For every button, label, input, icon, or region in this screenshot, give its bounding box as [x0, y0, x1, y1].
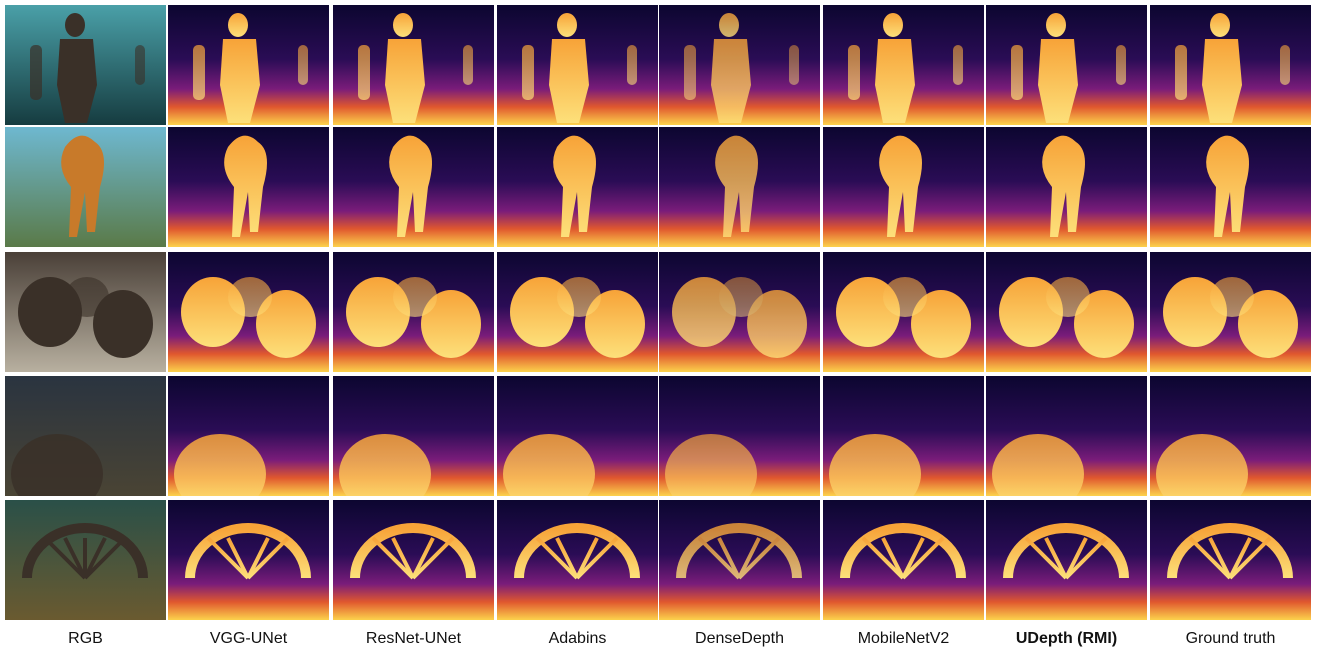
image-cell — [986, 500, 1147, 620]
shape — [358, 45, 370, 100]
image-cell — [1150, 376, 1311, 514]
image-cell — [5, 252, 166, 372]
image-cell — [333, 127, 494, 247]
image-cell — [1150, 252, 1311, 372]
shape — [557, 277, 601, 317]
column-label: UDepth (RMI) — [1016, 630, 1117, 647]
shape — [193, 45, 205, 100]
shape — [463, 45, 473, 85]
column-label: Ground truth — [1186, 630, 1276, 647]
image-cell — [1150, 127, 1311, 247]
shape — [393, 13, 413, 37]
image-cell — [659, 5, 820, 125]
shape — [1210, 277, 1254, 317]
shape — [719, 277, 763, 317]
image-cell — [497, 252, 658, 372]
image-cell — [986, 5, 1147, 125]
shape — [30, 45, 42, 100]
shape — [557, 13, 577, 37]
image-cell — [659, 376, 820, 514]
shape — [65, 277, 109, 317]
figure: RGB VGG-UNet ResNet-UNet Adabins DenseDepth M… — [0, 0, 1317, 650]
image-cell — [168, 127, 329, 247]
shape — [1175, 45, 1187, 100]
shape — [627, 45, 637, 85]
image-cell — [168, 500, 329, 620]
column-label: ResNet-UNet — [366, 630, 462, 647]
shape — [1011, 45, 1023, 100]
image-cell — [823, 5, 984, 125]
shape — [1210, 13, 1230, 37]
image-cell — [5, 376, 166, 514]
image-cell — [659, 127, 820, 247]
image-cell — [168, 376, 329, 514]
shape — [953, 45, 963, 85]
shape — [298, 45, 308, 85]
image-cell — [497, 500, 658, 620]
shape — [1046, 13, 1066, 37]
image-cell — [823, 376, 984, 514]
page: {"figure": {"columns": ["RGB", "VGG-UNet… — [0, 0, 1317, 650]
shape — [1280, 45, 1290, 85]
image-cell — [823, 127, 984, 247]
image-cell — [986, 127, 1147, 247]
image-cell — [5, 127, 166, 247]
shape — [393, 277, 437, 317]
shape — [883, 277, 927, 317]
image-cell — [1150, 5, 1311, 125]
image-cell — [1150, 500, 1311, 620]
image-cell — [497, 127, 658, 247]
image-cell — [659, 252, 820, 372]
image-cell — [986, 252, 1147, 372]
image-cell — [659, 500, 820, 620]
image-cell — [5, 500, 166, 620]
column-label: VGG-UNet — [210, 630, 288, 647]
image-cell — [333, 252, 494, 372]
image-cell — [497, 5, 658, 125]
shape — [719, 13, 739, 37]
shape — [684, 45, 696, 100]
column-label: MobileNetV2 — [858, 630, 950, 647]
shape — [135, 45, 145, 85]
column-label: Adabins — [549, 630, 607, 647]
image-cell — [168, 252, 329, 372]
shape — [1116, 45, 1126, 85]
shape — [522, 45, 534, 100]
image-cell — [823, 252, 984, 372]
image-cell — [823, 500, 984, 620]
image-cell — [497, 376, 658, 514]
shape — [789, 45, 799, 85]
shape — [1046, 277, 1090, 317]
shape — [883, 13, 903, 37]
shape — [228, 277, 272, 317]
shape — [228, 13, 248, 37]
shape — [65, 13, 85, 37]
column-label: DenseDepth — [695, 630, 784, 647]
column-label: RGB — [68, 630, 103, 647]
image-cell — [986, 376, 1147, 514]
image-cell — [168, 5, 329, 125]
image-cell — [333, 5, 494, 125]
image-cell — [333, 376, 494, 514]
shape — [848, 45, 860, 100]
image-cell — [5, 5, 166, 125]
image-cell — [333, 500, 494, 620]
